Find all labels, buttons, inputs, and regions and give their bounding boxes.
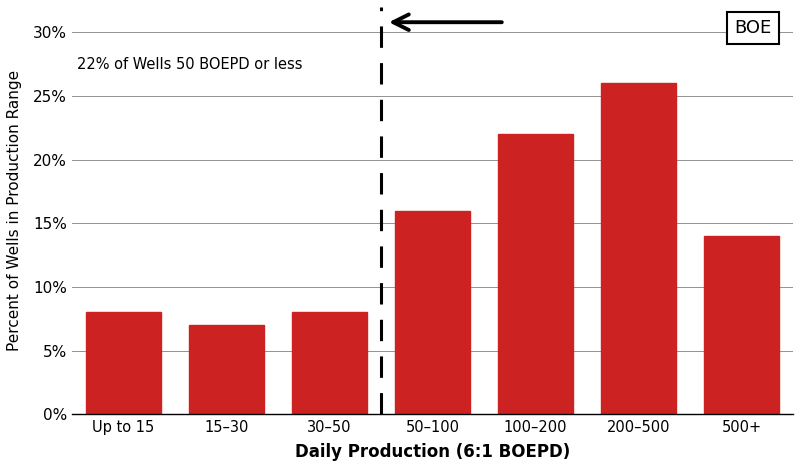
Bar (602, 83, 676, 414)
Bar (86, 312, 161, 414)
Bar (292, 312, 366, 414)
Bar (498, 134, 573, 414)
Text: BOE: BOE (734, 19, 771, 37)
Bar (395, 211, 470, 414)
X-axis label: Daily Production (6:1 BOEPD): Daily Production (6:1 BOEPD) (295, 443, 570, 461)
Text: 22% of Wells 50 BOEPD or less: 22% of Wells 50 BOEPD or less (77, 57, 302, 72)
Bar (190, 325, 263, 414)
Y-axis label: Percent of Wells in Production Range: Percent of Wells in Production Range (7, 70, 22, 351)
Bar (705, 236, 778, 414)
